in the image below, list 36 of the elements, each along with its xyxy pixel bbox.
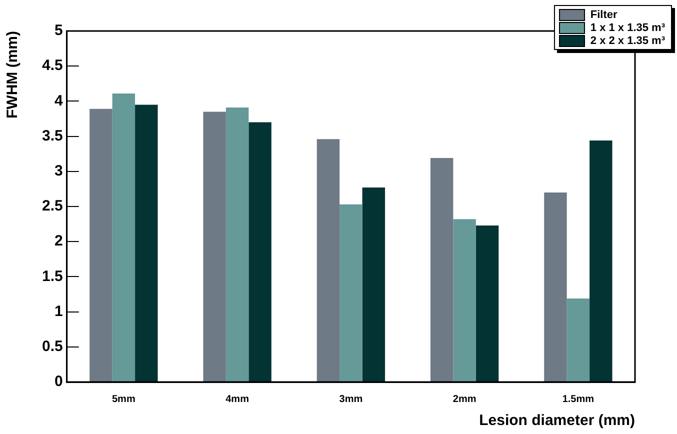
y-tick-label: 4.5 (42, 57, 63, 74)
y-axis-title: FWHM (mm) (4, 31, 22, 118)
legend-label: Filter (590, 8, 618, 20)
y-tick-label: 1.5 (42, 268, 63, 285)
y-tick-label: 0 (54, 373, 63, 390)
bar (590, 140, 612, 382)
bar (203, 112, 226, 382)
x-tick-label: 5mm (112, 394, 136, 405)
legend-label: 1 x 1 x 1.35 m³ (590, 22, 665, 34)
y-tick-label: 3 (54, 162, 63, 180)
bar (90, 108, 112, 382)
y-tick-label: 3.5 (42, 127, 63, 144)
bar (112, 93, 136, 382)
bar (248, 122, 272, 382)
bar (340, 204, 362, 382)
x-axis-title: Lesion diameter (mm) (479, 412, 635, 430)
y-tick-label: 2 (54, 232, 63, 250)
bar (566, 298, 590, 382)
x-tick-label: 2mm (452, 394, 476, 405)
y-tick-label: 5 (54, 22, 63, 40)
y-tick-label: 1 (54, 302, 63, 320)
bar (316, 139, 340, 382)
bar (135, 104, 158, 382)
y-tick-label: 4 (54, 92, 64, 110)
x-tick-label: 3mm (339, 394, 363, 405)
x-tick-label: 4mm (226, 394, 250, 405)
x-tick-label: 1.5mm (562, 394, 594, 405)
bar (362, 188, 386, 382)
bar (453, 219, 476, 382)
bar (430, 158, 454, 382)
bar (476, 225, 499, 382)
bar (226, 108, 249, 382)
bar (544, 192, 567, 382)
legend-label: 2 x 2 x 1.35 m³ (590, 34, 665, 46)
y-tick-label: 2.5 (42, 198, 63, 215)
y-tick-label: 0.5 (42, 338, 63, 356)
